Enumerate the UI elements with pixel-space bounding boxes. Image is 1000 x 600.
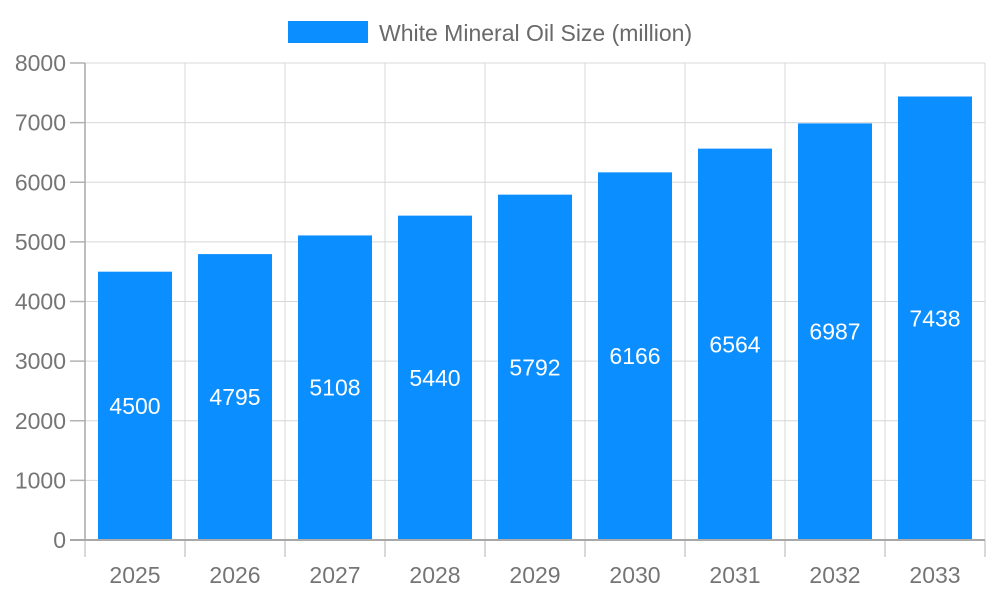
x-axis-tick-label: 2026 (209, 562, 260, 588)
y-axis-tick-label: 8000 (15, 50, 66, 76)
y-axis-tick-label: 5000 (15, 229, 66, 255)
bar[interactable] (298, 235, 372, 541)
x-axis-tick-label: 2027 (309, 562, 360, 588)
bar-value-label: 6564 (709, 331, 760, 357)
bar[interactable] (698, 148, 772, 540)
bar-value-label: 5792 (509, 354, 560, 380)
legend-swatch[interactable] (288, 21, 368, 43)
y-axis-tick-label: 4000 (15, 289, 66, 315)
x-axis-tick-label: 2031 (709, 562, 760, 588)
bar-value-label: 4500 (109, 393, 160, 419)
bar-value-label: 6987 (809, 319, 860, 345)
bar-value-label: 7438 (909, 305, 960, 331)
y-axis-tick-label: 0 (53, 527, 66, 553)
bar[interactable] (98, 271, 172, 540)
bar[interactable] (398, 215, 472, 540)
y-axis-tick-label: 7000 (15, 110, 66, 136)
legend-label[interactable]: White Mineral Oil Size (million) (379, 20, 692, 46)
x-axis-tick-label: 2025 (109, 562, 160, 588)
bar[interactable] (598, 172, 672, 541)
x-axis-tick-label: 2029 (509, 562, 560, 588)
x-axis-tick-label: 2032 (809, 562, 860, 588)
bar-value-label: 5108 (309, 375, 360, 401)
y-axis-tick-label: 6000 (15, 169, 66, 195)
y-axis-tick-label: 3000 (15, 348, 66, 374)
x-axis-tick-label: 2033 (909, 562, 960, 588)
bar-value-label: 6166 (609, 343, 660, 369)
bar-value-label: 4795 (209, 384, 260, 410)
bar-value-label: 5440 (409, 365, 460, 391)
x-axis-tick-label: 2030 (609, 562, 660, 588)
x-axis-tick-label: 2028 (409, 562, 460, 588)
y-axis-tick-label: 2000 (15, 408, 66, 434)
bar[interactable] (498, 194, 572, 541)
y-axis-tick-label: 1000 (15, 467, 66, 493)
bar[interactable] (198, 254, 272, 540)
bar[interactable] (798, 123, 872, 541)
bar[interactable] (898, 96, 972, 540)
